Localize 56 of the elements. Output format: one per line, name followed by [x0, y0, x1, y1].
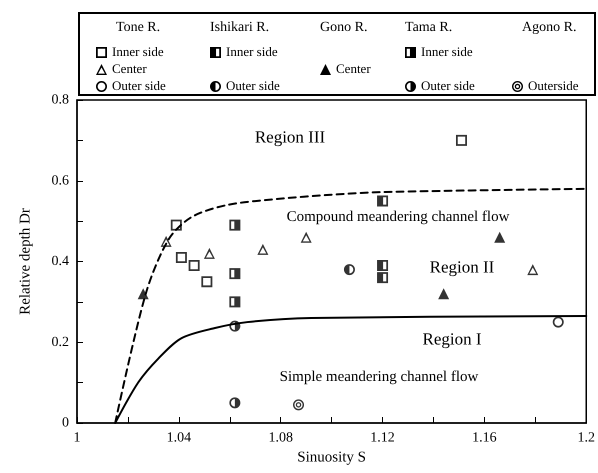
annotation: Simple meandering channel flow — [280, 369, 479, 385]
text: Tama R. — [405, 20, 452, 36]
x-tick-label: 1.12 — [370, 430, 395, 446]
legend-label: Outer side — [421, 78, 475, 94]
y-tick-label: 0.6 — [52, 173, 69, 188]
x-tick-label: 1 — [74, 430, 80, 446]
x-tick-label: 1.08 — [268, 430, 293, 446]
text: Tone R. — [116, 20, 160, 36]
point — [377, 260, 388, 272]
point — [229, 397, 240, 408]
legend-label: Outerside — [528, 78, 579, 94]
x-axis-title: Sinuosity S — [297, 449, 366, 466]
point — [527, 264, 538, 276]
point — [229, 268, 240, 280]
y-axis-title: Relative depth Dr — [18, 208, 34, 315]
y-tick-label: 0 — [62, 416, 69, 430]
point — [204, 248, 215, 259]
legend-label: Inner side — [112, 44, 164, 60]
point — [229, 320, 240, 332]
x-tick-label: 1.16 — [472, 430, 497, 446]
point — [456, 134, 467, 146]
legend-label: Outer side — [112, 78, 166, 94]
point — [257, 244, 268, 255]
annotation: Region III — [254, 128, 326, 146]
text: Gono R. — [320, 20, 368, 36]
point — [160, 236, 172, 247]
point — [552, 316, 564, 328]
point — [188, 260, 200, 272]
point — [176, 252, 187, 263]
legend-label: Outer side — [226, 78, 280, 94]
x-tick-label: 1.04 — [166, 430, 192, 446]
point — [377, 195, 388, 206]
x-tick-label: 1.2 — [578, 430, 595, 446]
annotation: Region I — [422, 330, 482, 348]
legend-label: Inner side — [226, 44, 278, 60]
point — [494, 232, 506, 243]
text: Agono R. — [522, 20, 576, 36]
annotation: Compound meandering channel flow — [286, 209, 510, 225]
point — [377, 272, 388, 284]
annotation: Region II — [430, 258, 495, 276]
point — [300, 232, 312, 243]
text: Ishikari R. — [210, 20, 270, 36]
point — [293, 399, 304, 410]
y-tick-label: 0.4 — [52, 254, 69, 269]
legend-label: Center — [112, 61, 147, 77]
point — [138, 288, 149, 300]
point — [170, 220, 182, 231]
point — [438, 288, 450, 300]
legend-label: Center — [336, 61, 371, 77]
point — [201, 276, 212, 288]
y-tick-label: 0.8 — [52, 92, 69, 108]
point — [229, 220, 240, 231]
y-tick-label: 0.2 — [52, 334, 69, 350]
legend-label: Inner side — [421, 44, 473, 60]
point — [229, 296, 240, 308]
point — [344, 264, 355, 276]
